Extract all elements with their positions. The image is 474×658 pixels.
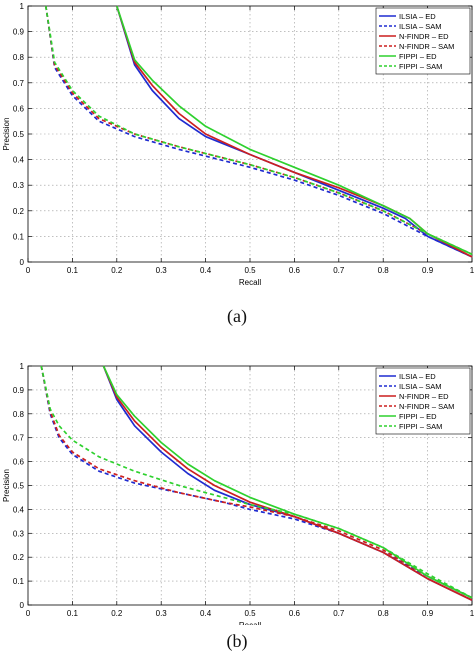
y-tick-label: 0.7: [13, 79, 25, 88]
series-line: [44, 5, 473, 256]
x-tick-label: 0.1: [67, 266, 79, 275]
series-line: [44, 5, 473, 258]
legend-label: N-FINDR – ED: [399, 392, 449, 401]
legend-label: ILSIA – ED: [399, 12, 436, 21]
x-tick-label: 0.9: [422, 266, 434, 275]
legend-label: N-FINDR – SAM: [399, 42, 454, 51]
x-tick-label: 0.5: [244, 609, 256, 618]
legend-label: FIPPI – SAM: [399, 62, 442, 71]
y-tick-label: 1: [20, 362, 25, 371]
y-tick-label: 0.1: [13, 232, 25, 241]
x-tick-label: 0.6: [289, 609, 301, 618]
x-tick-label: 0.2: [111, 609, 123, 618]
x-tick-label: 0.1: [67, 609, 79, 618]
precision-recall-chart-a: 0 0.1 0.2 0.3 0.4 0.5 0.6 0.7 0.8 0.9 1 0 0.1 0.2 0.3 0…: [2, 2, 474, 287]
legend-box: [375, 367, 471, 435]
y-tick-label: 0.6: [13, 104, 25, 113]
x-tick-label: 0.6: [289, 266, 301, 275]
x-tick-label: 0.3: [156, 609, 168, 618]
series-line: [102, 365, 473, 601]
y-tick-label: 0.9: [13, 386, 25, 395]
y-axis-label: Precision: [2, 118, 11, 151]
y-tick-label: 0.5: [13, 130, 25, 139]
y-tick-label: 0.2: [13, 207, 25, 216]
y-tick-label: 0.5: [13, 482, 25, 491]
series-line: [115, 5, 473, 256]
legend-label: FIPPI – ED: [399, 412, 437, 421]
x-axis-label: Recall: [239, 278, 261, 287]
y-tick-label: 0.1: [13, 577, 25, 586]
x-tick-label: 0.9: [422, 609, 434, 618]
y-tick-label: 0: [20, 601, 25, 610]
x-tick-label: 0.7: [333, 266, 345, 275]
x-tick-label: 1: [470, 266, 474, 275]
legend-label: ILSIA – SAM: [399, 382, 442, 391]
y-tick-label: 0.9: [13, 28, 25, 37]
precision-recall-chart-b: 0 0.1 0.2 0.3 0.4 0.5 0.6 0.7 0.8 0.9 1 0 0.1 0.2 0.3 0…: [2, 362, 474, 625]
y-axis-label: Precision: [2, 469, 11, 502]
x-tick-label: 0.4: [200, 609, 212, 618]
y-tick-label: 0: [20, 258, 25, 267]
legend-label: N-FINDR – SAM: [399, 402, 454, 411]
panel-label: (a): [227, 306, 247, 326]
x-tick-label: 0.4: [200, 266, 212, 275]
x-tick-label: 0: [26, 609, 31, 618]
legend-box: [375, 7, 471, 75]
legend-label: N-FINDR – ED: [399, 32, 449, 41]
y-tick-label: 1: [20, 2, 25, 11]
chart-panel-b: 0 0.1 0.2 0.3 0.4 0.5 0.6 0.7 0.8 0.9 1 0 0.1 0.2 0.3 0…: [0, 335, 474, 658]
x-axis-label: Recall: [239, 621, 261, 625]
legend-label: FIPPI – ED: [399, 52, 437, 61]
legend-label: FIPPI – SAM: [399, 422, 442, 431]
x-tick-label: 0: [26, 266, 31, 275]
x-tick-label: 1: [470, 609, 474, 618]
x-tick-label: 0.5: [244, 266, 256, 275]
y-tick-label: 0.4: [13, 505, 25, 514]
y-tick-label: 0.2: [13, 553, 25, 562]
x-tick-label: 0.8: [378, 609, 390, 618]
x-tick-label: 0.3: [156, 266, 168, 275]
y-tick-label: 0.3: [13, 529, 25, 538]
y-tick-label: 0.8: [13, 410, 25, 419]
x-tick-label: 0.7: [333, 609, 345, 618]
legend-label: ILSIA – ED: [399, 372, 436, 381]
x-tick-label: 0.2: [111, 266, 123, 275]
y-tick-label: 0.8: [13, 53, 25, 62]
y-tick-label: 0.7: [13, 434, 25, 443]
legend-label: ILSIA – SAM: [399, 22, 442, 31]
series-line: [40, 365, 473, 599]
y-tick-label: 0.4: [13, 156, 25, 165]
x-tick-label: 0.8: [378, 266, 390, 275]
chart-panel-a: 0 0.1 0.2 0.3 0.4 0.5 0.6 0.7 0.8 0.9 1 0 0.1 0.2 0.3 0…: [2, 2, 474, 326]
panel-label: (b): [226, 631, 248, 651]
y-tick-label: 0.6: [13, 458, 25, 467]
y-tick-label: 0.3: [13, 181, 25, 190]
